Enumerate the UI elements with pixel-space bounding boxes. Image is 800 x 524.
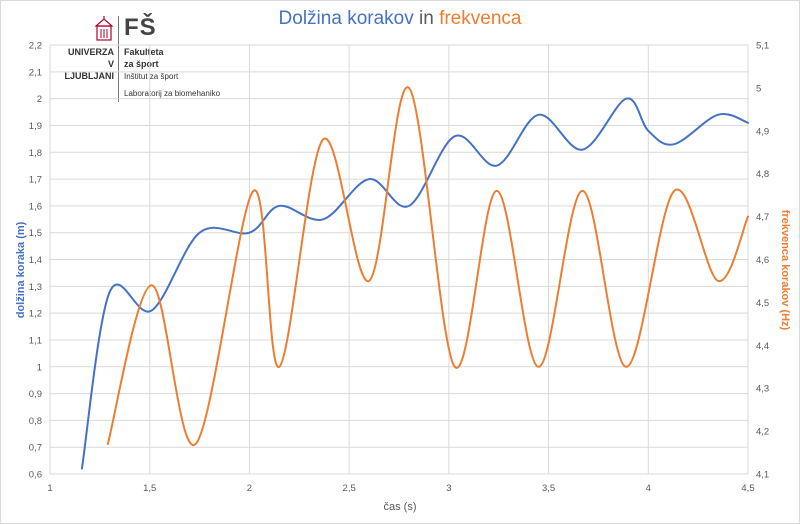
grid-lines bbox=[49, 44, 749, 475]
left-tick-label: 0,8 bbox=[29, 416, 42, 427]
left-tick-label: 2,1 bbox=[29, 67, 42, 78]
x-tick-label: 2,5 bbox=[343, 483, 356, 494]
logo-brand: FŠ bbox=[124, 14, 157, 41]
left-tick-label: 0,6 bbox=[29, 470, 42, 481]
right-tick-label: 4,1 bbox=[756, 470, 769, 481]
logo-laboratory: Laboratorij za biomehaniko bbox=[124, 89, 221, 98]
left-tick-label: 1,9 bbox=[29, 121, 42, 132]
x-tick-label: 1 bbox=[47, 483, 52, 494]
title-part-and: in bbox=[413, 8, 440, 29]
left-axis-label: dolžina koraka (m) bbox=[15, 221, 27, 318]
right-tick-label: 4,7 bbox=[756, 212, 769, 223]
university-line-1: UNIVERZA bbox=[67, 47, 114, 57]
chart-title: Dolžina korakov in frekvenca bbox=[0, 8, 800, 30]
left-tick-label: 2 bbox=[37, 94, 42, 105]
faculty-logo: FŠ UNIVERZA V LJUBLJANI Fakulteta za špo… bbox=[60, 14, 240, 104]
university-seal-icon bbox=[94, 16, 114, 41]
x-tick-label: 4 bbox=[646, 483, 651, 494]
logo-institute: Inštitut za šport bbox=[124, 72, 179, 81]
right-tick-label: 4,3 bbox=[756, 384, 769, 395]
right-tick-label: 5 bbox=[756, 83, 761, 94]
left-tick-label: 1,3 bbox=[29, 282, 42, 293]
title-part-length: Dolžina korakov bbox=[278, 8, 414, 29]
x-tick-label: 4,5 bbox=[741, 483, 754, 494]
faculty-line-1: Fakulteta bbox=[124, 47, 164, 57]
university-line-2: V LJUBLJANI bbox=[64, 59, 114, 81]
left-tick-label: 1,2 bbox=[29, 309, 42, 320]
left-tick-label: 1,6 bbox=[29, 201, 42, 212]
logo-university: UNIVERZA V LJUBLJANI bbox=[60, 46, 114, 82]
left-tick-label: 1 bbox=[37, 362, 42, 373]
x-tick-label: 3,5 bbox=[542, 483, 555, 494]
right-tick-label: 5,1 bbox=[756, 41, 769, 52]
right-tick-label: 4,6 bbox=[756, 255, 769, 266]
right-tick-label: 4,9 bbox=[756, 126, 769, 137]
logo-faculty: Fakulteta za šport bbox=[124, 46, 164, 70]
x-tick-label: 2 bbox=[247, 483, 252, 494]
faculty-line-2: za šport bbox=[124, 59, 159, 69]
right-tick-label: 4,5 bbox=[756, 298, 769, 309]
series-line-2 bbox=[106, 86, 749, 446]
right-tick-label: 4,2 bbox=[756, 427, 769, 438]
right-tick-label: 4,8 bbox=[756, 169, 769, 180]
x-tick-label: 3 bbox=[446, 483, 451, 494]
left-tick-label: 0,7 bbox=[29, 443, 42, 454]
right-axis-ticks: 4,1 4,2 4,3 4,4 4,5 4,6 4,7 4,8 4,9 5 5,1 bbox=[756, 41, 769, 481]
left-tick-label: 1,5 bbox=[29, 228, 42, 239]
left-tick-label: 1,4 bbox=[29, 255, 42, 266]
x-axis-ticks: 1 1,5 2 2,5 3 3,5 4 4,5 bbox=[47, 483, 754, 494]
left-tick-label: 2,2 bbox=[29, 41, 42, 52]
x-axis-label: čas (s) bbox=[384, 501, 417, 513]
series-line-1 bbox=[80, 97, 749, 470]
left-tick-label: 1,1 bbox=[29, 335, 42, 346]
left-tick-label: 1,8 bbox=[29, 148, 42, 159]
right-axis-label: frekvenca korakov (Hz) bbox=[779, 210, 791, 331]
logo-divider bbox=[118, 16, 119, 102]
x-tick-label: 1,5 bbox=[143, 483, 156, 494]
right-tick-label: 4,4 bbox=[756, 341, 769, 352]
left-tick-label: 1,7 bbox=[29, 175, 42, 186]
title-part-frequency: frekvenca bbox=[439, 8, 522, 29]
left-axis-ticks: 0,6 0,7 0,8 0,9 1 1,1 1,2 1,3 1,4 1,5 1,6 1,7 1,8 1,9… bbox=[29, 41, 42, 481]
left-tick-label: 0,9 bbox=[29, 389, 42, 400]
series-group bbox=[80, 86, 749, 470]
